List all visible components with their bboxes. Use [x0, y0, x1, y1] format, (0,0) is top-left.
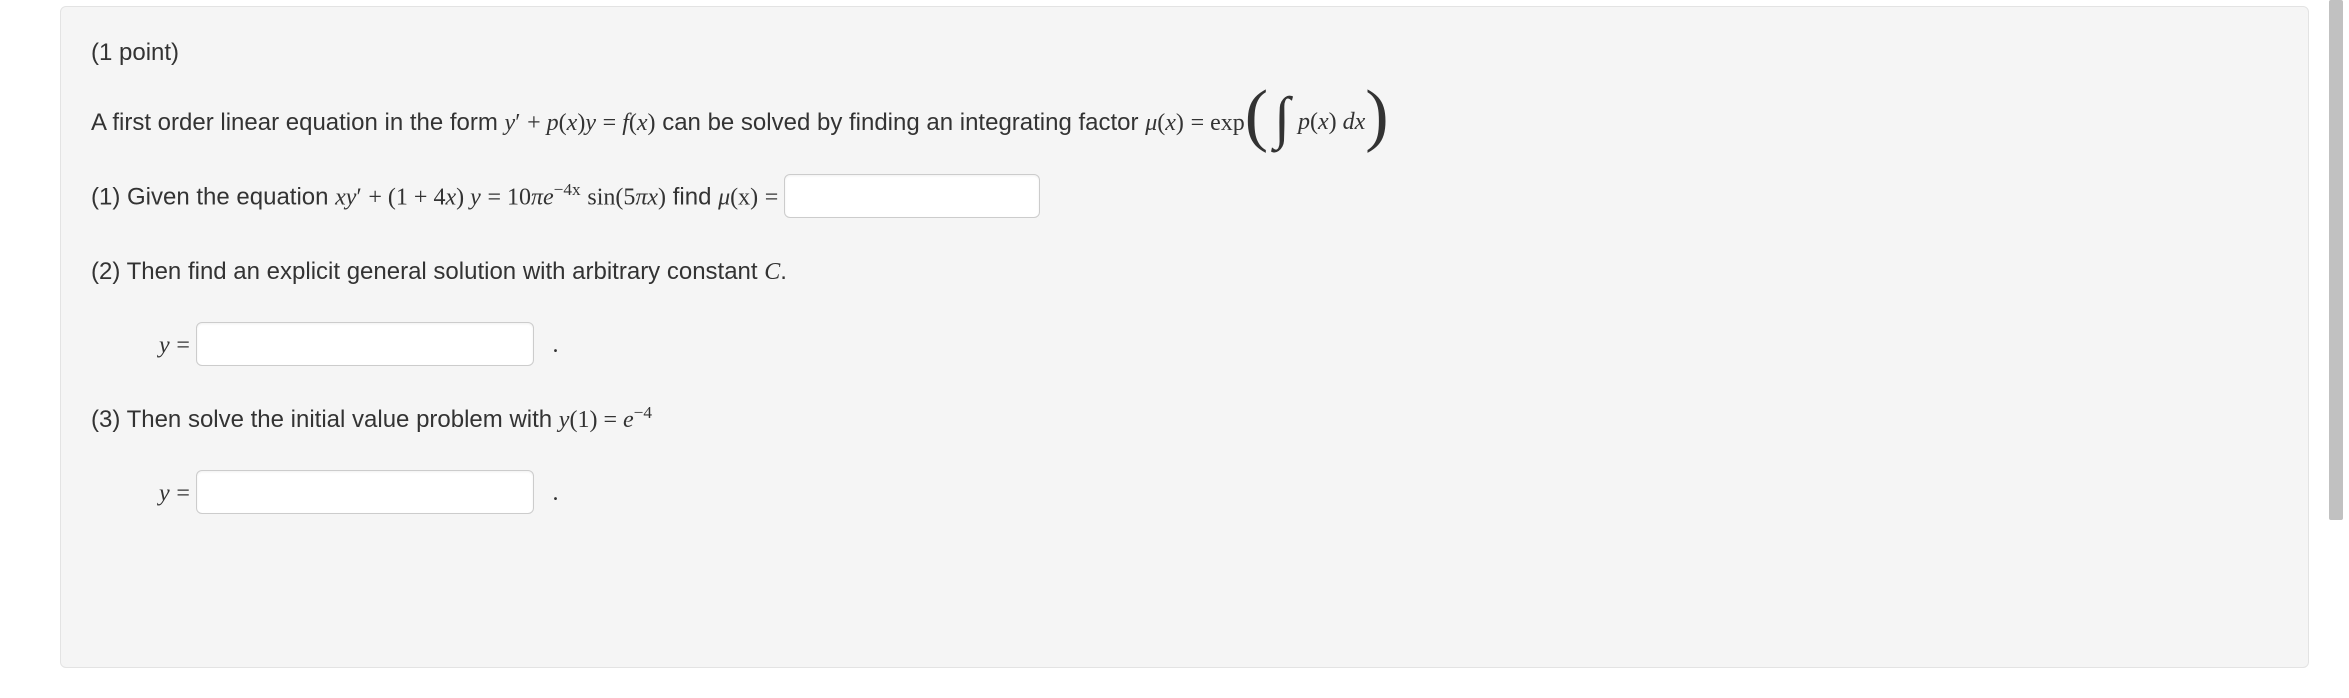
- intro-line: A first order linear equation in the for…: [91, 105, 2278, 142]
- p1-e: e: [543, 184, 554, 210]
- p1-plus: + (1 + 4: [368, 184, 445, 210]
- p2-dot: .: [541, 332, 559, 358]
- p1-mux: (x): [730, 184, 758, 210]
- part1-lead: (1) Given the equation: [91, 183, 335, 210]
- part3-lead-line: (3) Then solve the initial value problem…: [91, 402, 2278, 438]
- part2-lead-line: (2) Then find an explicit general soluti…: [91, 254, 2278, 290]
- p3-y: y: [559, 407, 570, 433]
- scrollbar-thumb[interactable]: [2329, 0, 2343, 520]
- p3-eq: =: [176, 480, 196, 506]
- p2-C: C: [764, 259, 780, 285]
- open-paren2: (: [629, 110, 637, 136]
- var-p2: p: [1298, 109, 1310, 135]
- problem-panel: (1 point) A first order linear equation …: [60, 6, 2309, 668]
- part3-answer-line: y = .: [91, 472, 2278, 516]
- p1-xy: xy: [335, 184, 356, 210]
- equals2: =: [1191, 110, 1211, 136]
- dx: dx: [1337, 109, 1366, 135]
- p3-exp: −4: [634, 402, 652, 422]
- p1-mu: μ: [718, 184, 730, 210]
- mu: μ: [1145, 110, 1157, 136]
- part3-lead: (3) Then solve the initial value problem…: [91, 406, 559, 433]
- points-header: (1 point): [91, 35, 2278, 71]
- close-paren2: ): [648, 110, 656, 136]
- p2-eq: =: [176, 332, 196, 358]
- open-paren: (: [559, 110, 567, 136]
- part1-line: (1) Given the equation xy′ + (1 + 4x) y …: [91, 176, 2278, 220]
- var-p: p: [547, 110, 559, 136]
- prime: ′: [515, 110, 520, 136]
- p3-yl: y: [159, 480, 170, 506]
- ivp-solution-input[interactable]: [196, 470, 534, 514]
- p1-y: y: [470, 184, 481, 210]
- p1-close-y: ): [456, 184, 470, 210]
- exp-label: exp: [1210, 110, 1245, 136]
- var-x3: x: [1165, 110, 1176, 136]
- scrollbar-track[interactable]: [2327, 0, 2345, 698]
- p3-e: e: [623, 407, 634, 433]
- intro-mid: can be solved by finding an integrating …: [662, 109, 1145, 136]
- p1-pix: πx: [635, 184, 658, 210]
- close-paren4: ): [1329, 109, 1337, 135]
- var-x4: x: [1318, 109, 1329, 135]
- integral-group: (∫p(x) dx): [1245, 104, 1389, 140]
- p1-eq: = 10: [487, 184, 531, 210]
- p1-pi: π: [531, 184, 543, 210]
- p3-dot: .: [541, 480, 559, 506]
- p2-period: .: [780, 258, 787, 285]
- p1-prime: ′: [356, 184, 361, 210]
- p1-x: x: [445, 184, 456, 210]
- p1-equals: =: [765, 184, 785, 210]
- var-x: x: [567, 110, 578, 136]
- var-y: y: [505, 110, 516, 136]
- intro-lead: A first order linear equation in the for…: [91, 109, 505, 136]
- p1-exp: −4x: [554, 179, 581, 199]
- plus: +: [527, 110, 547, 136]
- p1-find: find: [673, 183, 718, 210]
- p2-y: y: [159, 332, 170, 358]
- var-x2: x: [637, 110, 648, 136]
- part2-answer-line: y = .: [91, 324, 2278, 368]
- open-paren4: (: [1310, 109, 1318, 135]
- p1-exp-text: −4x: [554, 180, 581, 199]
- p1-close: ): [658, 184, 666, 210]
- var-y2: y: [585, 110, 596, 136]
- p1-sin: sin(5: [587, 184, 635, 210]
- part2-lead: (2) Then find an explicit general soluti…: [91, 258, 764, 285]
- p3-exp-text: −4: [634, 403, 652, 422]
- equals: =: [603, 110, 623, 136]
- p3-lp: (1) =: [569, 407, 623, 433]
- close-paren3: ): [1176, 110, 1184, 136]
- general-solution-input[interactable]: [196, 322, 534, 366]
- mu-input[interactable]: [784, 174, 1040, 218]
- var-f: f: [622, 110, 629, 136]
